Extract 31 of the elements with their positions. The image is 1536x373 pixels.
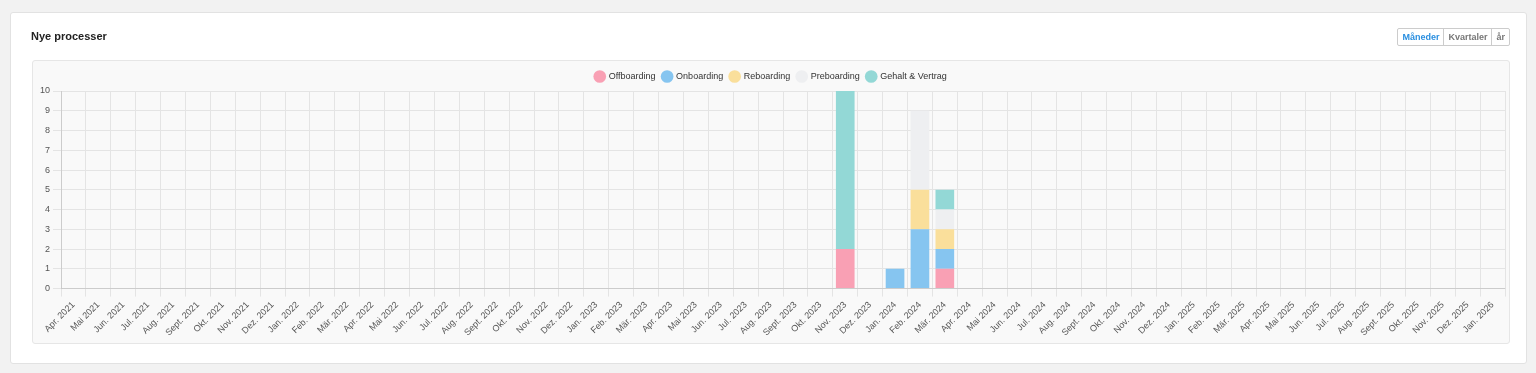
legend-label: Preboarding — [810, 70, 860, 81]
y-tick-label: 2 — [45, 243, 51, 254]
bar — [910, 110, 930, 190]
y-tick-label: 6 — [45, 164, 51, 175]
bar — [935, 268, 955, 289]
text: Måneder — [1401, 31, 1441, 44]
bar — [935, 249, 955, 269]
text: Kvartaler — [1443, 29, 1492, 45]
legend-label: Onboarding — [676, 70, 724, 81]
y-tick-label: 7 — [45, 144, 51, 155]
bar — [910, 229, 930, 289]
y-tick-label: 0 — [45, 283, 51, 294]
y-tick-label: 10 — [40, 85, 51, 96]
legend-label: Gehalt & Vertrag — [880, 70, 947, 81]
y-tick-label: 9 — [45, 105, 51, 116]
bar — [885, 268, 905, 289]
y-tick-label: 1 — [45, 263, 51, 274]
bar — [935, 189, 955, 210]
bar — [835, 249, 855, 289]
bar — [935, 209, 955, 230]
legend-label: Offboarding — [608, 70, 656, 81]
bar — [910, 189, 930, 230]
y-tick-label: 5 — [45, 184, 51, 195]
y-tick-label: 8 — [45, 125, 51, 135]
bar — [835, 91, 855, 250]
text: år — [1491, 29, 1509, 45]
bar — [935, 229, 955, 250]
chart-title: Nye processer — [31, 30, 107, 42]
legend-label: Reboarding — [743, 70, 791, 81]
y-tick-label: 4 — [45, 204, 51, 215]
y-tick-label: 3 — [45, 223, 51, 234]
